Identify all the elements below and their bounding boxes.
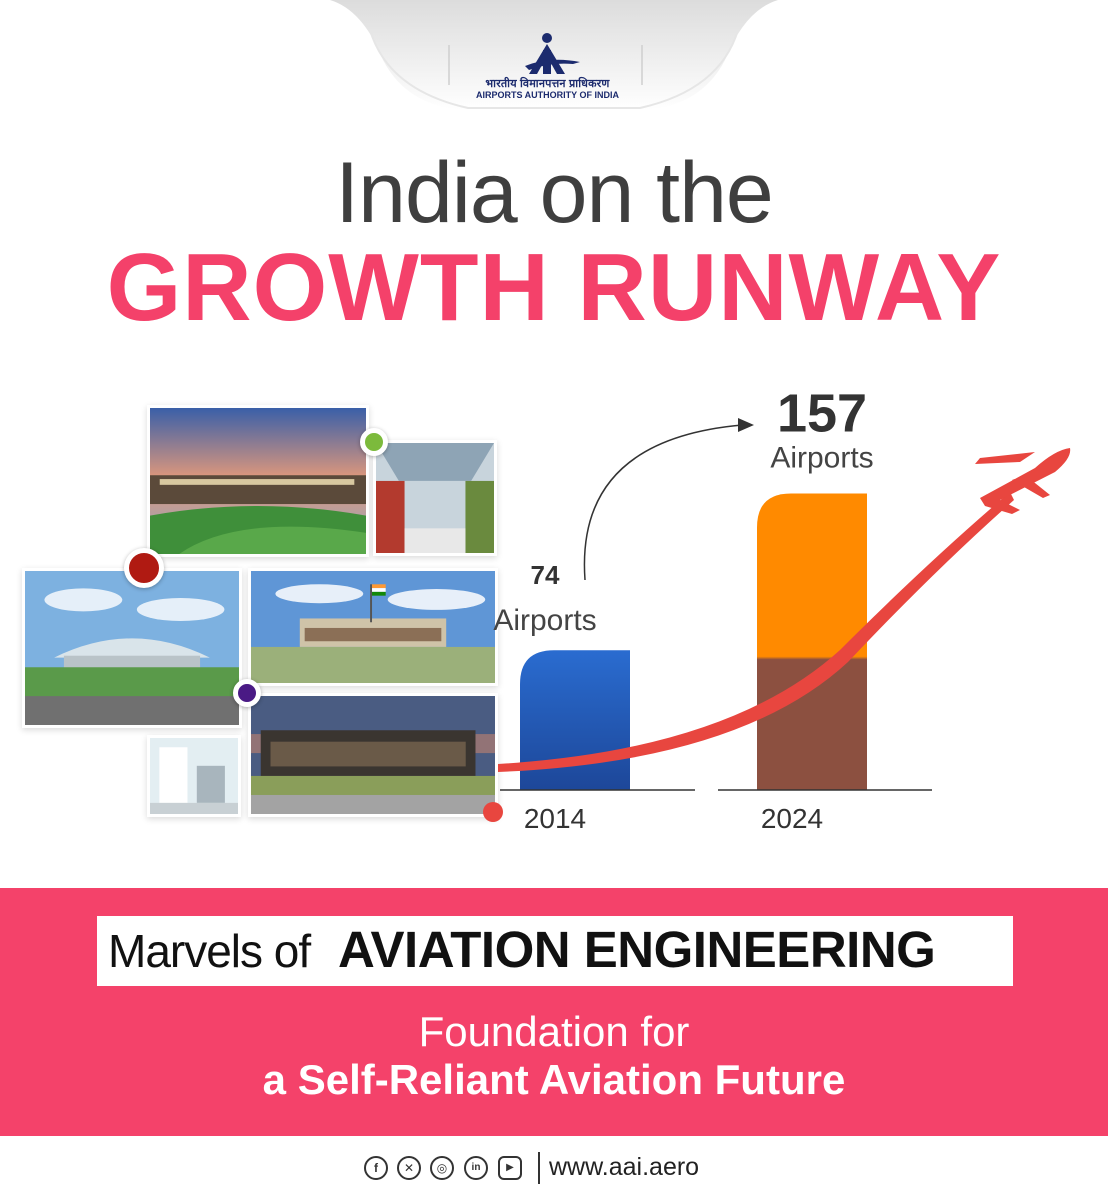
headline-line-1: India on the bbox=[335, 145, 773, 241]
unit-label-2024: Airports bbox=[770, 441, 873, 474]
collage-dot-red bbox=[124, 548, 164, 588]
airport-photo-6 bbox=[248, 693, 498, 817]
value-label-2014: 74 bbox=[531, 560, 560, 590]
airport-photo-4 bbox=[248, 568, 498, 686]
category-label-2024: 2024 bbox=[761, 803, 823, 834]
aai-logo: भारतीय विमानपत्तन प्राधिकरण AIRPORTS AUT… bbox=[455, 28, 640, 108]
category-label-2014: 2014 bbox=[524, 803, 586, 834]
logo-hindi-name: भारतीय विमानपत्तन प्राधिकरण bbox=[485, 78, 610, 90]
bar-2024 bbox=[757, 493, 867, 790]
origin-dot bbox=[483, 802, 503, 822]
linkedin-icon[interactable]: in bbox=[464, 1156, 488, 1180]
website-link[interactable]: www.aai.aero bbox=[549, 1153, 700, 1181]
logo-english-name: AIRPORTS AUTHORITY OF INDIA bbox=[475, 90, 619, 100]
airplane-icon bbox=[975, 448, 1071, 514]
headline-line-2: GROWTH RUNWAY bbox=[106, 234, 1002, 341]
airport-photo-1 bbox=[147, 405, 369, 557]
trend-line bbox=[498, 492, 1014, 772]
header-notch bbox=[330, 0, 778, 110]
airport-photo-5 bbox=[147, 735, 241, 817]
x-icon[interactable]: ✕ bbox=[397, 1156, 421, 1180]
foundation-line-2: a Self-Reliant Aviation Future bbox=[262, 1056, 846, 1103]
growth-arrow-head bbox=[738, 418, 754, 432]
airport-photo-2 bbox=[373, 440, 497, 556]
facebook-icon[interactable]: f bbox=[364, 1156, 388, 1180]
marvels-prefix: Marvels of bbox=[108, 925, 311, 977]
footer-separator bbox=[538, 1152, 540, 1184]
collage-dot-green bbox=[360, 428, 388, 456]
marvels-bold: AVIATION ENGINEERING bbox=[338, 921, 936, 978]
youtube-icon[interactable]: ▶ bbox=[498, 1156, 522, 1180]
marvels-box bbox=[97, 916, 1013, 986]
growth-arrow bbox=[583, 424, 743, 581]
instagram-icon[interactable]: ◎ bbox=[430, 1156, 454, 1180]
airport-photo-3 bbox=[22, 568, 242, 728]
collage-dot-purple bbox=[233, 679, 261, 707]
unit-label-2014: Airports bbox=[493, 604, 596, 637]
foundation-line-1: Foundation for bbox=[418, 1008, 690, 1055]
aai-emblem-icon bbox=[525, 33, 580, 74]
value-label-2024: 157 bbox=[777, 383, 867, 443]
